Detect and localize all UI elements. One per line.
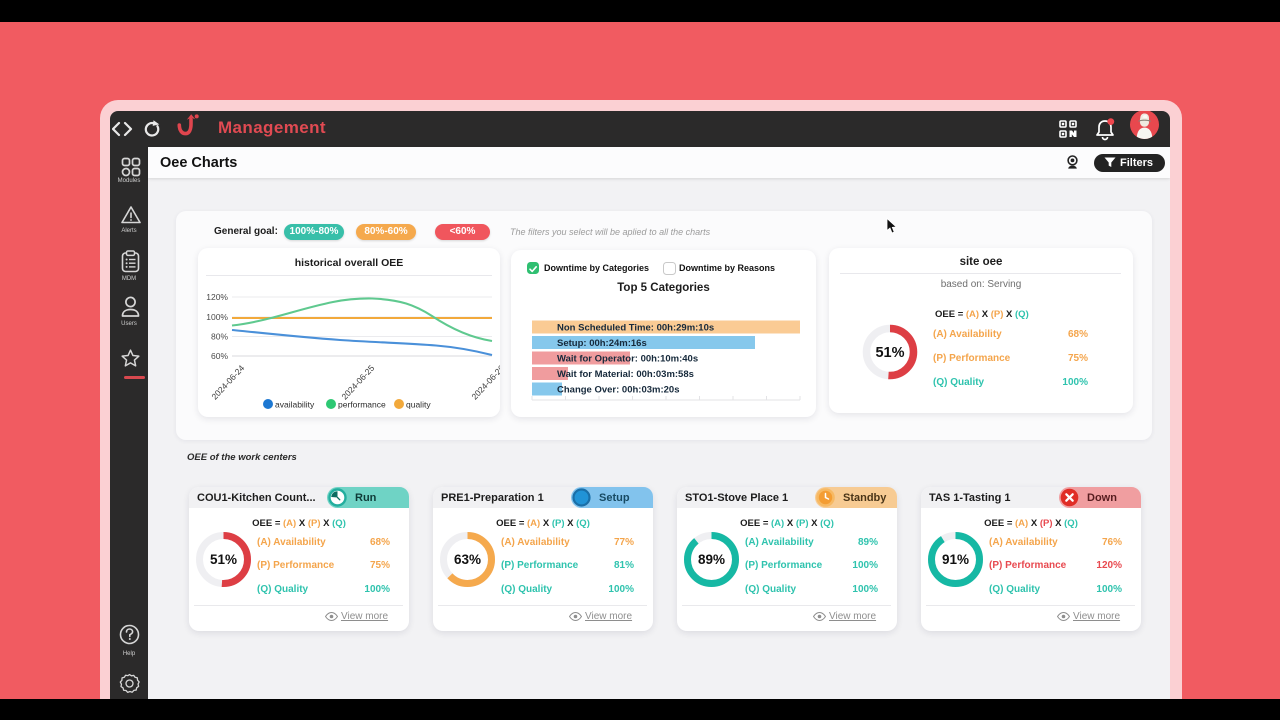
svg-text:Setup: 00h:24m:16s: Setup: 00h:24m:16s — [557, 338, 647, 349]
svg-text:Wait for Operator: 00h:10m:40s: Wait for Operator: 00h:10m:40s — [557, 354, 698, 365]
svg-text:120%: 120% — [206, 292, 228, 302]
svg-text:performance: performance — [338, 400, 386, 410]
svg-text:Wait for Material: 00h:03m:58s: Wait for Material: 00h:03m:58s — [557, 369, 694, 380]
svg-text:Change Over: 00h:03m:20s: Change Over: 00h:03m:20s — [557, 385, 680, 396]
svg-text:80%: 80% — [211, 332, 228, 342]
svg-text:quality: quality — [406, 400, 431, 410]
svg-text:60%: 60% — [211, 351, 228, 361]
svg-text:2024-06-24: 2024-06-24 — [209, 363, 246, 402]
svg-text:100%: 100% — [206, 312, 228, 322]
svg-text:2024-06-26: 2024-06-26 — [469, 363, 500, 402]
svg-text:availability: availability — [275, 400, 315, 410]
svg-text:2024-06-25: 2024-06-25 — [339, 363, 376, 402]
svg-text:Non Scheduled Time: 00h:29m:10: Non Scheduled Time: 00h:29m:10s — [557, 323, 714, 334]
